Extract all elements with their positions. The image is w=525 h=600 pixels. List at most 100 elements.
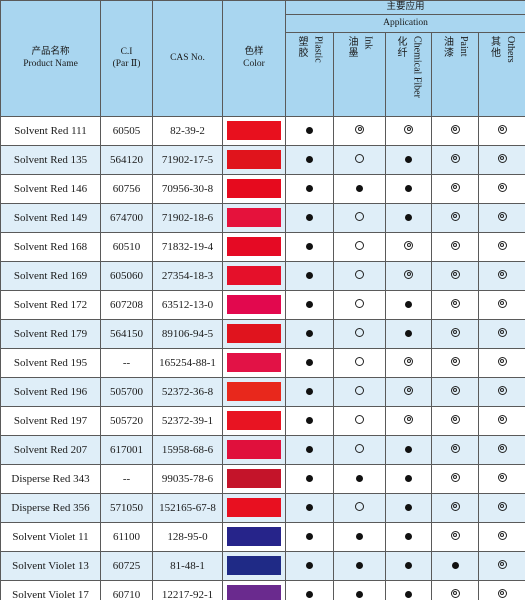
- cas-cell: 27354-18-3: [152, 260, 223, 291]
- filled-circle-icon: [405, 503, 412, 511]
- fiber-cell: [385, 347, 432, 378]
- open-circle-icon: [355, 501, 364, 511]
- product-name-cell: Solvent Red 149: [0, 202, 101, 233]
- color-swatch: [227, 556, 281, 576]
- others-cell: [477, 231, 525, 262]
- double-circle-icon: [450, 298, 460, 308]
- product-name-cell: Solvent Red 197: [0, 405, 101, 436]
- color-cell: [222, 144, 286, 175]
- filled-circle-icon: [306, 300, 313, 308]
- color-cell: [222, 463, 286, 494]
- others-cell: [477, 521, 525, 552]
- others-en: Others: [505, 36, 517, 63]
- color-cell: [222, 289, 286, 320]
- ink-cell: [333, 173, 386, 204]
- ink-cell: [333, 347, 386, 378]
- cas-cell: 52372-39-1: [152, 405, 223, 436]
- double-circle-icon: [450, 501, 460, 511]
- double-circle-icon: [450, 530, 460, 540]
- ci-cell: 60710: [100, 579, 153, 600]
- double-circle-icon: [450, 327, 460, 337]
- fiber-cell: [385, 405, 432, 436]
- table-row: Solvent Red 146 60756 70956-30-8: [0, 173, 525, 204]
- open-circle-icon: [355, 298, 364, 308]
- double-circle-icon: [404, 385, 413, 395]
- double-circle-icon: [497, 240, 507, 250]
- plastic-cell: [285, 202, 334, 233]
- double-circle-icon: [404, 414, 413, 424]
- paint-cell: [431, 492, 479, 523]
- col-paint: 油漆 Paint: [431, 31, 479, 117]
- ink-cell: [333, 579, 386, 600]
- ci-cell: 60756: [100, 173, 153, 204]
- color-swatch: [227, 585, 281, 600]
- ci-label: C.I: [120, 46, 133, 57]
- filled-circle-icon: [405, 184, 412, 192]
- plastic-cell: [285, 289, 334, 320]
- cas-cell: 128-95-0: [152, 521, 223, 552]
- table-row: Solvent Red 195 -- 165254-88-1: [0, 347, 525, 378]
- plastic-en: Plastic: [312, 36, 324, 63]
- double-circle-icon: [497, 327, 507, 337]
- plastic-cell: [285, 463, 334, 494]
- cas-cell: 15958-68-6: [152, 434, 223, 465]
- double-circle-icon: [497, 472, 507, 482]
- color-cell: [222, 231, 286, 262]
- table-row: Solvent Red 207 617001 15958-68-6: [0, 434, 525, 465]
- color-cell: [222, 521, 286, 552]
- cas-cell: 63512-13-0: [152, 289, 223, 320]
- double-circle-icon: [450, 240, 460, 250]
- paint-cell: [431, 463, 479, 494]
- application-cn: 主要应用: [284, 0, 525, 15]
- double-circle-icon: [497, 385, 507, 395]
- ink-cell: [333, 492, 386, 523]
- filled-circle-icon: [306, 213, 313, 221]
- col-ink: 油墨 Ink: [333, 31, 386, 117]
- cas-cell: 70956-30-8: [152, 173, 223, 204]
- double-circle-icon: [497, 269, 507, 279]
- double-circle-icon: [450, 356, 460, 366]
- ci-cell: 505720: [100, 405, 153, 436]
- double-circle-icon: [497, 588, 507, 598]
- table-row: Solvent Red 196 505700 52372-36-8: [0, 376, 525, 407]
- ink-cell: [333, 202, 386, 233]
- filled-circle-icon: [405, 329, 412, 337]
- fiber-cn: 化纤: [395, 36, 406, 59]
- color-swatch: [227, 295, 281, 315]
- product-name-cell: Disperse Red 343: [0, 463, 101, 494]
- ink-cell: [333, 144, 386, 175]
- open-circle-icon: [355, 327, 364, 337]
- application-en: Application: [284, 13, 525, 33]
- cas-cell: 71832-19-4: [152, 231, 223, 262]
- plastic-cell: [285, 579, 334, 600]
- table-body: Solvent Red 111 60505 82-39-2 Solvent Red 1…: [0, 115, 525, 600]
- table-header: 产品名称 Product Name C.I (Par Ⅱ) CAS No. 色样…: [0, 0, 525, 117]
- others-cell: [477, 347, 525, 378]
- color-swatch: [227, 266, 281, 286]
- ink-cell: [333, 376, 386, 407]
- table-row: Solvent Violet 11 61100 128-95-0: [0, 521, 525, 552]
- cas-cell: 165254-88-1: [152, 347, 223, 378]
- plastic-cell: [285, 405, 334, 436]
- filled-circle-icon: [306, 387, 313, 395]
- filled-circle-icon: [306, 532, 313, 540]
- cas-cell: 71902-17-5: [152, 144, 223, 175]
- filled-circle-icon: [356, 561, 363, 569]
- double-circle-icon: [450, 443, 460, 453]
- fiber-cell: [385, 260, 432, 291]
- plastic-cell: [285, 260, 334, 291]
- color-swatch: [227, 208, 281, 228]
- filled-circle-icon: [306, 126, 313, 134]
- double-circle-icon: [497, 182, 507, 192]
- filled-circle-icon: [306, 503, 313, 511]
- table-row: Solvent Violet 13 60725 81-48-1: [0, 550, 525, 581]
- filled-circle-icon: [306, 271, 313, 279]
- ci-cell: 60725: [100, 550, 153, 581]
- product-name-cell: Solvent Violet 13: [0, 550, 101, 581]
- color-cell: [222, 492, 286, 523]
- paint-cell: [431, 260, 479, 291]
- paint-cell: [431, 173, 479, 204]
- color-swatch: [227, 179, 281, 199]
- plastic-cell: [285, 521, 334, 552]
